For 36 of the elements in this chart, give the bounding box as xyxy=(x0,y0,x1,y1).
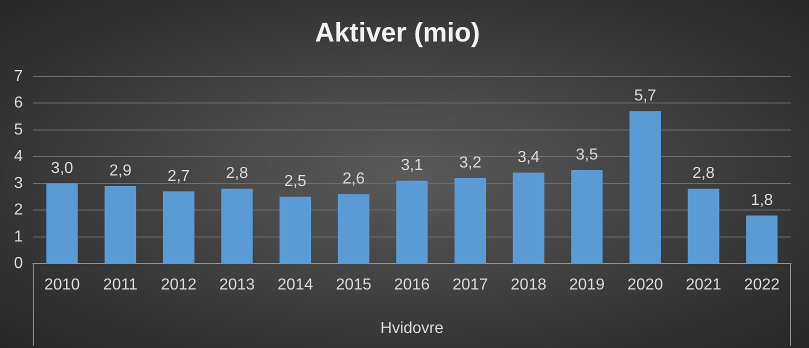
x-tick-label: 2019 xyxy=(569,276,605,294)
data-label: 3,2 xyxy=(459,154,482,172)
y-tick-label: 5 xyxy=(14,121,23,138)
x-axis-title: Hvidovre xyxy=(380,320,444,337)
x-tick-label: 2010 xyxy=(44,276,80,294)
data-label: 2,6 xyxy=(342,170,365,188)
data-label: 2,7 xyxy=(168,168,190,185)
data-label: 1,8 xyxy=(750,192,774,209)
data-label: 3,0 xyxy=(50,160,74,177)
x-tick-label: 2015 xyxy=(336,276,372,294)
data-label: 2,8 xyxy=(692,165,715,182)
x-tick-label: 2014 xyxy=(278,276,314,294)
data-label: 3,5 xyxy=(576,146,598,164)
y-tick-label: 0 xyxy=(14,255,23,272)
x-tick-label: 2018 xyxy=(510,276,546,294)
data-label: 2,5 xyxy=(284,173,307,190)
chart-title: Aktiver (mio) xyxy=(314,18,480,48)
x-tick-label: 2020 xyxy=(627,276,664,294)
y-tick-label: 3 xyxy=(14,174,23,192)
x-tick-label: 2017 xyxy=(452,276,488,294)
x-tick-label: 2021 xyxy=(686,276,722,294)
data-label: 3,1 xyxy=(400,157,424,174)
x-tick-label: 2012 xyxy=(160,276,197,294)
y-tick-label: 7 xyxy=(14,68,23,85)
y-tick-label: 2 xyxy=(14,202,23,219)
data-label: 2,9 xyxy=(109,162,132,180)
x-tick-label: 2011 xyxy=(103,276,138,294)
data-label: 3,4 xyxy=(517,149,540,166)
y-tick-label: 6 xyxy=(14,94,23,112)
data-label: 5,7 xyxy=(634,88,656,105)
data-label: 2,8 xyxy=(226,165,248,182)
y-tick-label: 4 xyxy=(14,148,23,166)
x-tick-label: 2016 xyxy=(394,276,430,294)
y-tick-label: 1 xyxy=(14,228,23,246)
x-tick-label: 2013 xyxy=(219,276,255,294)
x-tick-label: 2022 xyxy=(744,276,780,294)
